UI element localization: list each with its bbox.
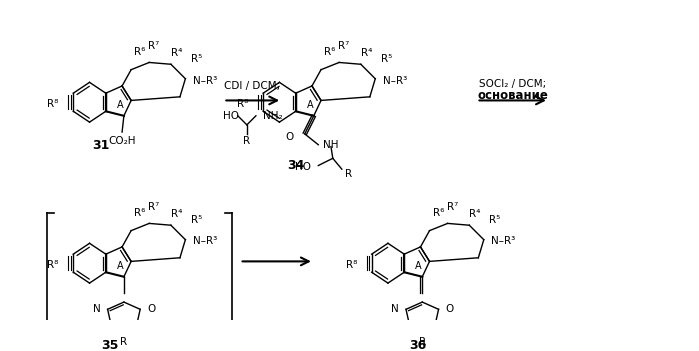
Text: R⁴: R⁴	[469, 209, 480, 219]
Text: R⁴: R⁴	[171, 209, 182, 219]
Text: A: A	[117, 261, 124, 271]
Text: R⁶: R⁶	[324, 47, 336, 57]
Text: 35: 35	[101, 339, 119, 351]
Text: O: O	[446, 304, 454, 314]
Text: O: O	[147, 304, 156, 314]
Text: N–R³: N–R³	[193, 237, 217, 246]
Text: R⁴: R⁴	[361, 48, 372, 58]
Text: R⁵: R⁵	[191, 215, 202, 225]
Text: A: A	[117, 100, 124, 110]
Text: 31: 31	[92, 139, 110, 152]
Text: N–R³: N–R³	[193, 75, 217, 86]
Text: O: O	[286, 132, 294, 141]
Text: N: N	[391, 304, 399, 314]
Text: N: N	[93, 304, 101, 314]
Text: R⁶: R⁶	[134, 47, 146, 57]
Text: R⁸: R⁸	[48, 260, 59, 270]
Text: R⁵: R⁵	[191, 54, 202, 64]
Text: R⁵: R⁵	[381, 54, 392, 64]
Text: R: R	[345, 169, 352, 179]
Text: R⁷: R⁷	[338, 41, 350, 51]
Text: A: A	[307, 100, 313, 110]
Text: R: R	[419, 337, 426, 347]
Text: R⁸: R⁸	[48, 99, 59, 109]
Text: HO: HO	[295, 163, 311, 172]
Text: R⁷: R⁷	[148, 202, 159, 212]
Text: CDI / DCM;: CDI / DCM;	[224, 81, 280, 91]
Text: NH: NH	[323, 140, 338, 150]
Text: NH₂: NH₂	[263, 111, 283, 121]
Text: R: R	[120, 337, 127, 347]
Text: 36: 36	[409, 339, 426, 351]
Text: R⁶: R⁶	[433, 207, 445, 218]
Text: R⁸: R⁸	[346, 260, 357, 270]
Text: R: R	[243, 136, 250, 146]
Text: SOCl₂ / DCM;: SOCl₂ / DCM;	[479, 79, 547, 89]
Text: N–R³: N–R³	[491, 237, 515, 246]
Text: N–R³: N–R³	[382, 75, 407, 86]
Text: 34: 34	[287, 159, 304, 172]
Text: R⁷: R⁷	[447, 202, 458, 212]
Text: HO: HO	[222, 111, 238, 121]
Text: основание: основание	[477, 90, 548, 102]
Text: R⁷: R⁷	[148, 41, 159, 51]
Text: R⁴: R⁴	[171, 48, 182, 58]
Text: R⁶: R⁶	[134, 207, 146, 218]
Text: CO₂H: CO₂H	[108, 136, 136, 146]
Text: R⁸: R⁸	[237, 99, 249, 109]
Text: R⁵: R⁵	[489, 215, 500, 225]
Text: A: A	[415, 261, 422, 271]
